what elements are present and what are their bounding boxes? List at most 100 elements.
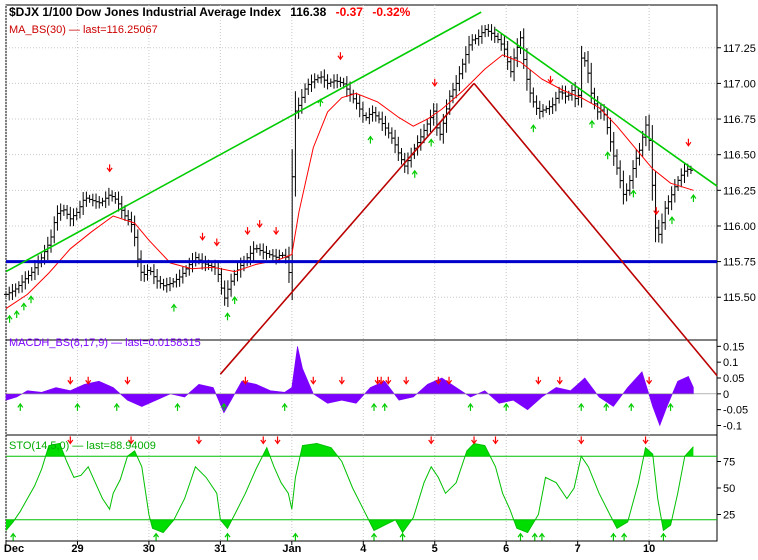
sto-signal-sell-head — [67, 439, 74, 445]
sto-signal-sell-head — [260, 439, 267, 445]
price-signal-sell — [337, 52, 344, 61]
sto-signal-buy-head — [153, 532, 160, 538]
x-axis-label: 29 — [71, 543, 83, 555]
macd-signal-buy-head — [603, 402, 610, 408]
price-signal-buy — [367, 135, 374, 144]
sto-signal-sell-head — [128, 439, 135, 445]
macd-signal-sell — [403, 376, 410, 385]
price-y-tick-label: 115.50 — [723, 292, 756, 304]
price-signal-buy — [28, 295, 34, 304]
sto-line — [5, 442, 694, 534]
sto-signal-buy-head — [610, 532, 617, 538]
price-signal-buy — [530, 124, 537, 133]
sto-signal-buy-head — [538, 532, 545, 538]
macd-signal-sell — [242, 376, 249, 385]
macd-signal-sell-head — [556, 379, 563, 385]
sto-signal-buy-head — [660, 532, 667, 538]
price-signal-sell-head — [244, 230, 251, 236]
sto-signal-buy — [531, 532, 538, 541]
sto-signal-buy-head — [531, 532, 538, 538]
price-signal-buy — [317, 98, 324, 107]
macd-signal-sell — [310, 376, 317, 385]
sto-signal-buy — [153, 532, 160, 541]
macd-signal-sell-head — [535, 379, 542, 385]
sto-signal-sell — [260, 436, 267, 445]
symbol-name: $DJX 1/100 Dow Jones Industrial Average … — [9, 5, 281, 19]
price-y-tick-label: 116.75 — [723, 114, 756, 126]
price-y-tick-label: 116.50 — [723, 150, 756, 162]
macd-signal-buy-head — [220, 402, 227, 408]
macd-signal-sell — [435, 376, 442, 385]
sto-signal-buy — [610, 532, 617, 541]
price-signal-buy — [604, 151, 611, 160]
sto-signal-sell — [128, 436, 135, 445]
macd-signal-buy-head — [381, 402, 388, 408]
x-axis-label: 30 — [143, 543, 155, 555]
trendline-up-red — [219, 82, 475, 375]
x-axis-label: Dec — [4, 543, 24, 555]
price-signal-buy — [690, 193, 697, 203]
macd-signal-sell-head — [646, 379, 653, 385]
macd-y-tick-label: -0.1 — [723, 421, 742, 433]
price-signal-buy-head — [588, 119, 595, 125]
macd-y-tick-label: 0 — [723, 389, 729, 401]
macd-signal-sell-head — [403, 379, 410, 385]
x-axis-label: 7 — [575, 543, 581, 555]
sto-signal-sell — [67, 436, 74, 445]
macd-signal-sell-head — [67, 379, 74, 385]
price-signal-sell-head — [653, 210, 660, 216]
price-panel — [4, 11, 718, 377]
sto-signal-sell-head — [195, 439, 202, 445]
macd-signal-buy — [74, 402, 81, 411]
price-signal-sell — [547, 75, 554, 84]
macd-signal-buy-head — [371, 402, 377, 408]
price-signal-buy-head — [428, 138, 435, 144]
price-signal-sell — [106, 164, 113, 173]
price-signal-sell — [213, 238, 220, 247]
macd-signal-buy — [371, 402, 377, 411]
price-signal-sell-head — [685, 141, 692, 147]
sto-signal-sell — [492, 436, 499, 445]
price-y-tick-label: 116.00 — [723, 221, 756, 233]
ma-legend: MA_BS(30) — last=116.25067 — [9, 24, 158, 36]
price-signal-buy — [6, 314, 13, 323]
price-signal-sell-head — [547, 78, 554, 84]
macd-signal-sell — [535, 376, 542, 385]
macd-signal-sell — [556, 376, 563, 385]
price-signal-buy — [13, 310, 20, 319]
price-signal-buy — [20, 302, 27, 311]
sto-signal-buy — [371, 532, 377, 541]
price-y-tick-label: 117.25 — [723, 43, 756, 55]
price-signal-buy-head — [231, 296, 238, 301]
last-price: 116.38 — [290, 5, 326, 19]
sto-signal-sell-head — [471, 439, 478, 445]
macd-signal-sell — [85, 376, 92, 385]
price-panel-frame — [5, 4, 718, 341]
sto-signal-sell — [642, 436, 649, 445]
price-y-tick-label: 115.75 — [723, 257, 756, 269]
macd-y-tick-label: 0.1 — [723, 357, 738, 369]
price-signal-buy — [224, 312, 231, 321]
sto-signal-buy — [10, 532, 17, 541]
sto-y-tick-label: 75 — [723, 457, 735, 469]
price-signal-sell-head — [273, 230, 280, 236]
price-signal-buy-head — [6, 314, 13, 320]
sto-signal-buy — [399, 532, 406, 541]
price-signal-buy-head — [411, 169, 418, 175]
sto-y-tick-label: 50 — [723, 483, 735, 495]
macd-signal-buy-head — [467, 402, 474, 408]
price-change: -0.37 — [336, 5, 364, 19]
x-axis-labels: Dec 29 30 31 Jan 4 5 6 7 10 — [4, 541, 655, 555]
price-signal-buy — [428, 138, 435, 147]
macd-signal-buy — [628, 402, 635, 411]
sto-signal-sell — [578, 436, 585, 445]
price-signal-buy — [170, 303, 177, 312]
macd-signal-buy-head — [578, 402, 585, 408]
price-y-tick-label: 117.00 — [723, 78, 756, 90]
sto-signal-buy — [517, 532, 524, 541]
macd-signal-buy — [503, 402, 510, 411]
price-signal-buy — [588, 119, 595, 128]
macd-signal-sell — [646, 376, 653, 385]
price-signal-buy-head — [630, 189, 637, 195]
macd-signal-buy — [667, 402, 674, 411]
